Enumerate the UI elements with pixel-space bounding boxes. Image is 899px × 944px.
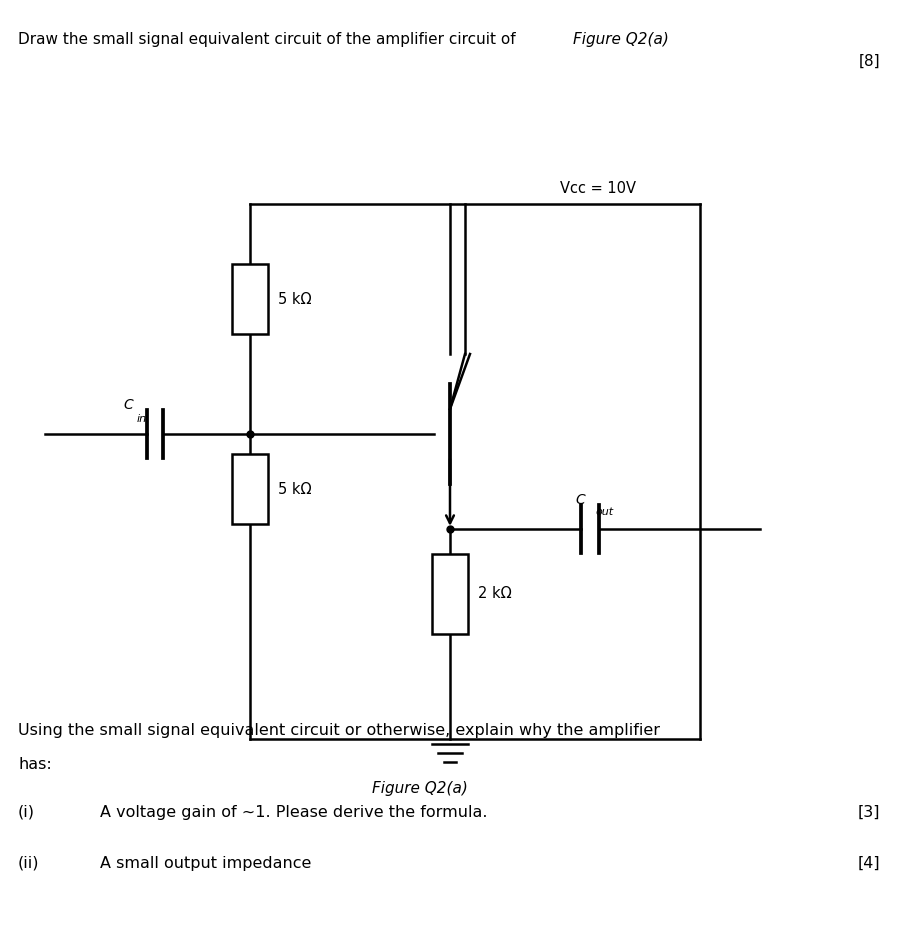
Text: Draw the small signal equivalent circuit of the amplifier circuit of: Draw the small signal equivalent circuit… xyxy=(18,32,521,47)
Text: Figure Q2(a): Figure Q2(a) xyxy=(573,32,669,47)
Text: 5 kΩ: 5 kΩ xyxy=(278,292,311,307)
Text: C: C xyxy=(123,398,133,412)
Text: in: in xyxy=(137,414,147,424)
Bar xyxy=(232,264,268,334)
Text: Figure Q2(a): Figure Q2(a) xyxy=(372,781,468,796)
Text: Using the small signal equivalent circuit or otherwise, explain why the amplifie: Using the small signal equivalent circui… xyxy=(18,723,660,738)
Bar xyxy=(432,554,468,634)
Text: A small output impedance: A small output impedance xyxy=(100,855,311,870)
Text: (i): (i) xyxy=(18,804,35,819)
Bar xyxy=(232,454,268,524)
Text: 2 kΩ: 2 kΩ xyxy=(478,586,512,601)
Text: A voltage gain of ~1. Please derive the formula.: A voltage gain of ~1. Please derive the … xyxy=(100,804,487,819)
Text: 5 kΩ: 5 kΩ xyxy=(278,481,311,497)
Text: (ii): (ii) xyxy=(18,855,40,870)
Text: C: C xyxy=(575,493,584,507)
Text: [3]: [3] xyxy=(858,804,880,819)
Text: [4]: [4] xyxy=(858,855,880,870)
Text: out: out xyxy=(595,507,613,517)
Text: [8]: [8] xyxy=(859,54,880,69)
Text: Vcc = 10V: Vcc = 10V xyxy=(560,181,636,196)
Text: has:: has: xyxy=(18,757,52,772)
